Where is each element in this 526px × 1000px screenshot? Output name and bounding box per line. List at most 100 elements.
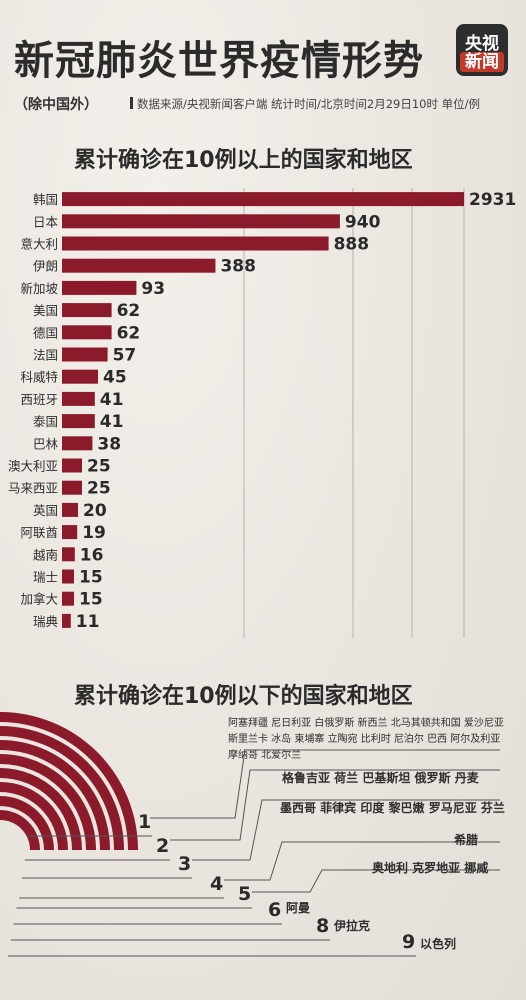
group-count: 1 <box>138 811 151 833</box>
group-countries: 阿曼 <box>286 901 310 915</box>
section-title-above-10: 累计确诊在10例以上的国家和地区 <box>74 148 413 173</box>
bar <box>62 591 74 606</box>
arc-band <box>0 740 110 850</box>
group-count: 6 <box>268 899 281 921</box>
group-countries: 摩纳哥 北爱尔兰 <box>228 748 301 761</box>
bar-chart: 500100020002500韩国2931日本940意大利888伊朗388新加坡… <box>8 188 516 638</box>
arc-band <box>0 712 138 850</box>
leader-line <box>252 869 500 893</box>
value-label: 62 <box>117 301 141 321</box>
value-label: 62 <box>117 323 141 343</box>
value-label: 15 <box>79 590 103 610</box>
bar <box>62 236 329 251</box>
category-label: 美国 <box>33 303 58 318</box>
value-label: 38 <box>97 434 121 454</box>
group-countries: 以色列 <box>420 936 456 951</box>
source-meta: 数据来源/央视新闻客户端 统计时间/北京时间2月29日10时 单位/例 <box>130 96 480 112</box>
category-label: 西班牙 <box>20 392 58 407</box>
subtitle: （除中国外） <box>14 97 98 113</box>
category-label: 伊朗 <box>33 259 58 274</box>
group-count: 5 <box>238 883 251 905</box>
group-countries: 格鲁吉亚 荷兰 巴基斯坦 俄罗斯 丹麦 <box>282 770 480 785</box>
value-label: 940 <box>345 212 381 232</box>
group-countries: 希腊 <box>453 832 478 847</box>
category-label: 阿联酋 <box>20 525 58 540</box>
category-label: 意大利 <box>20 237 58 252</box>
value-label: 15 <box>79 568 103 588</box>
arc-band <box>0 768 82 850</box>
value-label: 19 <box>82 523 106 543</box>
group-countries: 墨西哥 菲律宾 印度 黎巴嫩 罗马尼亚 芬兰 <box>280 800 505 815</box>
arc-band <box>0 810 40 850</box>
value-label: 93 <box>141 279 165 299</box>
category-label: 越南 <box>33 547 58 562</box>
bar <box>62 414 95 429</box>
category-label: 巴林 <box>33 436 59 451</box>
bar <box>62 214 340 229</box>
bar <box>62 458 82 473</box>
leader-line <box>224 841 500 881</box>
bar <box>62 525 78 540</box>
bar <box>62 280 137 295</box>
meta-text: 数据来源/央视新闻客户端 统计时间/北京时间2月29日10时 单位/例 <box>137 97 481 111</box>
bar <box>62 502 78 517</box>
page-title: 新冠肺炎世界疫情形势 <box>14 38 424 84</box>
leader-line <box>192 799 500 861</box>
group-countries: 阿塞拜疆 尼日利亚 白俄罗斯 新西兰 北马其顿共和国 爱沙尼亚 <box>228 716 504 729</box>
group-countries: 奥地利 克罗地亚 挪威 <box>372 860 488 875</box>
leader-line <box>150 749 500 819</box>
bar <box>62 347 108 362</box>
bar <box>62 303 112 318</box>
bar <box>62 325 112 340</box>
group-count: 8 <box>316 915 329 937</box>
category-label: 德国 <box>33 325 58 340</box>
value-label: 41 <box>100 390 124 410</box>
category-label: 韩国 <box>33 192 58 207</box>
category-label: 新加坡 <box>20 281 58 296</box>
category-label: 澳大利亚 <box>8 459 58 474</box>
group-count: 9 <box>402 931 415 953</box>
group-countries: 伊拉克 <box>333 918 370 933</box>
bar <box>62 391 95 406</box>
category-label: 加拿大 <box>20 592 58 607</box>
value-label: 388 <box>220 257 256 277</box>
group-countries: 斯里兰卡 冰岛 柬埔寨 立陶宛 比利时 尼泊尔 巴西 阿尔及利亚 <box>228 732 500 745</box>
arc-band <box>0 726 124 850</box>
value-label: 57 <box>113 346 137 366</box>
value-label: 41 <box>100 412 124 432</box>
bar <box>62 436 93 451</box>
category-label: 科威特 <box>20 370 58 385</box>
category-label: 法国 <box>33 348 58 363</box>
value-label: 20 <box>83 501 107 521</box>
value-label: 25 <box>87 457 111 477</box>
value-label: 45 <box>103 368 127 388</box>
category-label: 瑞士 <box>33 570 58 585</box>
bar <box>62 569 74 584</box>
group-count: 2 <box>156 835 169 857</box>
value-label: 888 <box>334 235 370 255</box>
group-count: 4 <box>210 873 223 895</box>
arc-band <box>0 782 68 850</box>
value-label: 25 <box>87 479 111 499</box>
arc-band <box>0 754 96 850</box>
category-label: 马来西亚 <box>8 481 58 496</box>
bar <box>62 192 464 207</box>
group-count: 3 <box>178 853 191 875</box>
bar <box>62 547 75 562</box>
category-label: 瑞典 <box>33 614 58 629</box>
bar <box>62 258 216 273</box>
value-label: 2931 <box>469 190 516 210</box>
value-label: 16 <box>80 545 104 565</box>
category-label: 泰国 <box>33 414 58 429</box>
category-label: 日本 <box>33 214 59 229</box>
leader-line <box>170 769 500 841</box>
bar <box>62 369 98 384</box>
meta-divider <box>130 97 133 109</box>
bar <box>62 613 71 628</box>
logo-line2: 新闻 <box>460 52 504 72</box>
logo-line1: 央视 <box>465 34 499 54</box>
arc-band <box>0 796 54 850</box>
value-label: 11 <box>76 612 100 632</box>
bar <box>62 480 82 495</box>
